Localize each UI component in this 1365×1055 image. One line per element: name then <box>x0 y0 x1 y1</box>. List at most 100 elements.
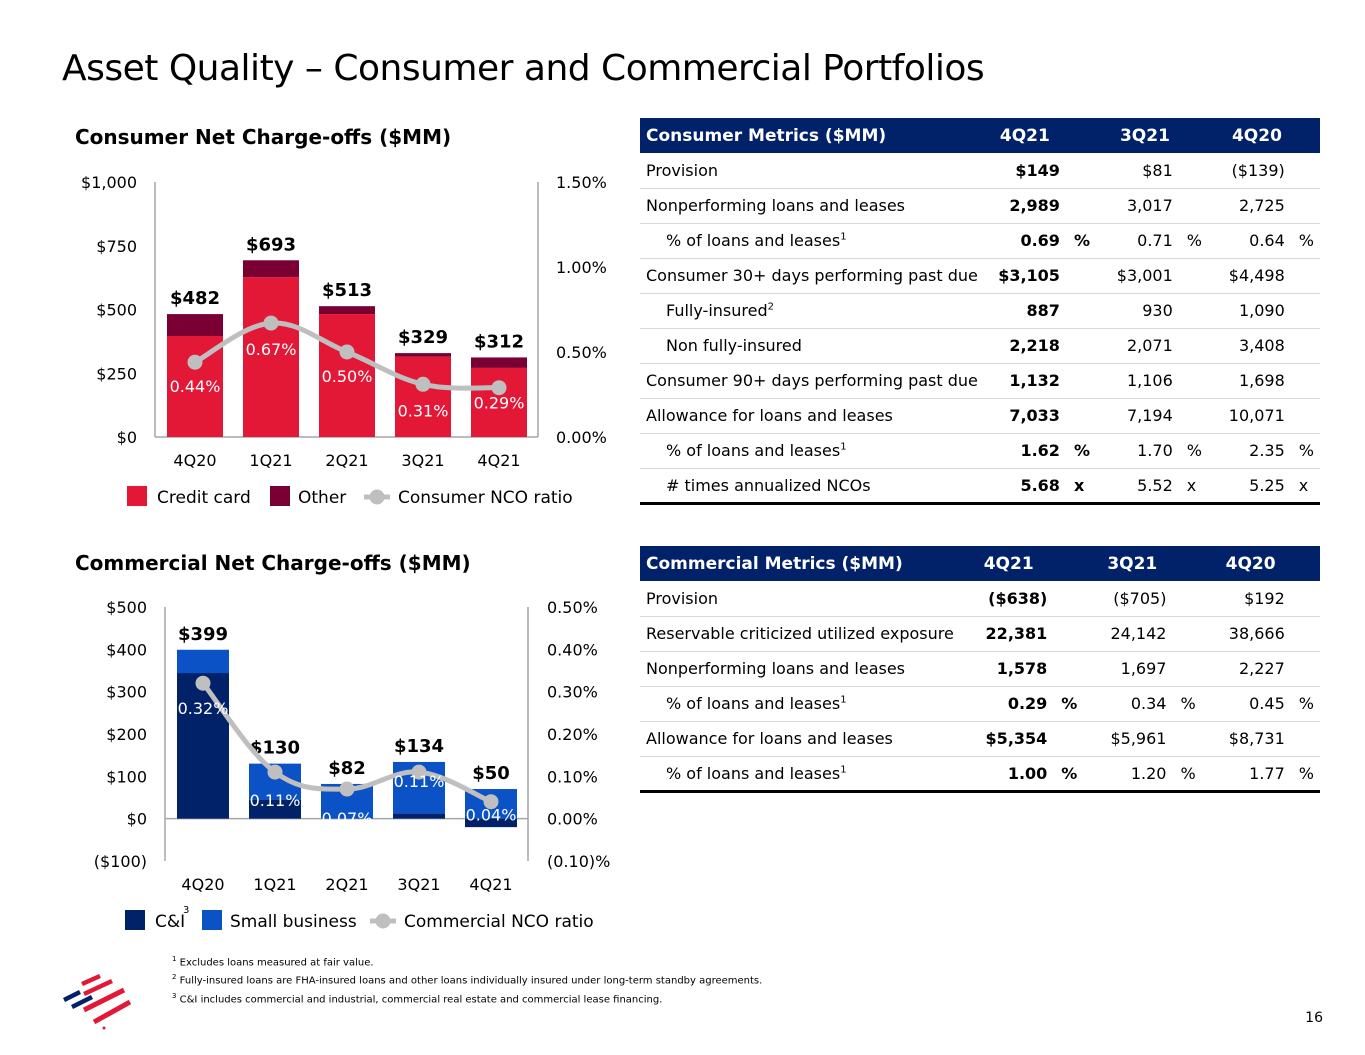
nco-ratio-label: 0.11% <box>250 791 301 810</box>
bar-other <box>167 314 223 337</box>
nco-ratio-point <box>263 315 279 331</box>
cell-3q21: $5,961 <box>1083 721 1169 757</box>
nco-ratio-label: 0.07% <box>322 809 373 828</box>
cell-4q21: 1,578 <box>967 651 1050 687</box>
nco-ratio-label: 0.04% <box>466 806 517 825</box>
nco-ratio-label: 0.67% <box>246 340 297 359</box>
legend-swatch-0-0 <box>127 486 147 506</box>
nco-ratio-label: 0.50% <box>322 367 373 386</box>
bar-other <box>319 306 375 315</box>
nco-ratio-point <box>267 764 283 780</box>
total-label: $693 <box>246 234 296 255</box>
cell-unit <box>1168 581 1202 617</box>
y2-tick-label: 0.00% <box>547 810 598 829</box>
table-row: Nonperforming loans and leases 1,578 1,697… <box>640 651 1320 687</box>
cell-4q20: ($139) <box>1207 153 1287 189</box>
row-label: # times annualized NCOs <box>640 468 984 505</box>
total-label: $130 <box>250 738 300 759</box>
table-header-row: Commercial Metrics ($MM) 4Q21 3Q21 4Q20 <box>640 546 1320 581</box>
cell-unit <box>1286 258 1320 294</box>
table-row: Provision $149 $81 ($139) <box>640 153 1320 189</box>
x-tick-label: 2Q21 <box>325 451 368 470</box>
legend-swatch-1-1 <box>202 910 222 930</box>
cell-3q21: 24,142 <box>1083 616 1169 652</box>
x-tick-label: 1Q21 <box>253 875 296 894</box>
cell-unit: % <box>1168 756 1202 793</box>
row-label: Non fully-insured <box>640 328 984 364</box>
x-tick-label: 4Q20 <box>173 451 216 470</box>
cell-3q21: 7,194 <box>1095 398 1175 434</box>
bar-c-i <box>249 799 301 819</box>
table-row: Fully-insured2 887 930 1,090 <box>640 293 1320 329</box>
row-label: Nonperforming loans and leases <box>640 651 968 687</box>
page-title: Asset Quality – Consumer and Commercial … <box>62 48 985 89</box>
cell-4q20: 0.64 <box>1207 223 1287 259</box>
cell-unit: % <box>1061 433 1096 469</box>
cell-unit: x <box>1061 468 1096 505</box>
cell-4q20: 2,725 <box>1207 188 1287 224</box>
nco-ratio-label: 0.31% <box>398 401 449 420</box>
row-label: Provision <box>640 153 984 189</box>
table-row: # times annualized NCOs 5.68 x 5.52 x 5.25 x <box>640 468 1320 505</box>
table-row: Provision ($638) ($705) $192 <box>640 581 1320 617</box>
cell-4q21: 22,381 <box>967 616 1050 652</box>
table-row: % of loans and leases1 0.29% 0.34% 0.45% <box>640 686 1320 722</box>
commercial-metrics-table: Commercial Metrics ($MM) 4Q21 3Q21 4Q20 … <box>640 546 1320 793</box>
header-4q21: 4Q21 <box>983 118 1096 153</box>
cell-unit <box>1286 721 1320 757</box>
x-tick-label: 1Q21 <box>249 451 292 470</box>
table-row: Nonperforming loans and leases 2,989 3,017… <box>640 188 1320 224</box>
cell-4q21: 0.69 <box>983 223 1062 259</box>
row-label: % of loans and leases1 <box>640 686 968 722</box>
y-tick-label: ($100) <box>94 852 147 871</box>
cell-4q20: 2,227 <box>1201 651 1287 687</box>
cell-unit <box>1061 398 1096 434</box>
bar-other <box>243 260 299 278</box>
legend-swatch-1-0 <box>125 910 145 930</box>
table-row: % of loans and leases1 1.62% 1.70% 2.35% <box>640 433 1320 469</box>
cell-unit <box>1061 188 1096 224</box>
table-row: Consumer 90+ days performing past due 1,1… <box>640 363 1320 399</box>
cell-unit: % <box>1049 686 1084 722</box>
row-label: Consumer 90+ days performing past due <box>640 363 984 399</box>
y2-tick-label: 0.40% <box>547 640 598 659</box>
nco-ratio-point <box>483 794 499 810</box>
nco-ratio-point <box>339 781 355 797</box>
header-3q21: 3Q21 <box>1083 546 1202 581</box>
cell-unit <box>1174 153 1208 189</box>
y2-tick-label: 0.20% <box>547 725 598 744</box>
cell-4q21: 2,218 <box>983 328 1062 364</box>
total-label: $482 <box>170 288 220 309</box>
y2-tick-label: 1.00% <box>556 258 607 277</box>
legend-label: Consumer NCO ratio <box>398 488 573 508</box>
footnotes: 1 Excludes loans measured at fair value.… <box>172 952 762 1007</box>
cell-unit: % <box>1286 686 1320 722</box>
bar-credit-card <box>243 277 299 437</box>
cell-3q21: 1.20 <box>1083 756 1169 793</box>
cell-unit <box>1174 363 1208 399</box>
bar-other <box>471 357 527 368</box>
cell-4q20: 3,408 <box>1207 328 1287 364</box>
cell-unit <box>1174 398 1208 434</box>
cell-4q21: $149 <box>983 153 1062 189</box>
cell-3q21: 2,071 <box>1095 328 1175 364</box>
row-label: % of loans and leases1 <box>640 433 984 469</box>
total-label: $134 <box>394 736 444 757</box>
total-label: $82 <box>328 758 366 779</box>
legend-point-swatch <box>375 913 391 929</box>
cell-4q20: $192 <box>1201 581 1287 617</box>
y-tick-label: $500 <box>106 598 147 617</box>
cell-unit <box>1168 721 1202 757</box>
cell-unit <box>1286 616 1320 652</box>
y2-tick-label: 0.50% <box>556 343 607 362</box>
row-label: Fully-insured2 <box>640 293 984 329</box>
table-row: Allowance for loans and leases $5,354 $5,9… <box>640 721 1320 757</box>
row-label: % of loans and leases1 <box>640 756 968 793</box>
cell-4q21: $3,105 <box>983 258 1062 294</box>
y-tick-label: $200 <box>106 725 147 744</box>
nco-ratio-label: 0.32% <box>178 699 229 718</box>
x-tick-label: 3Q21 <box>397 875 440 894</box>
cell-unit: % <box>1168 686 1202 722</box>
cell-unit <box>1174 293 1208 329</box>
cell-unit <box>1061 153 1096 189</box>
